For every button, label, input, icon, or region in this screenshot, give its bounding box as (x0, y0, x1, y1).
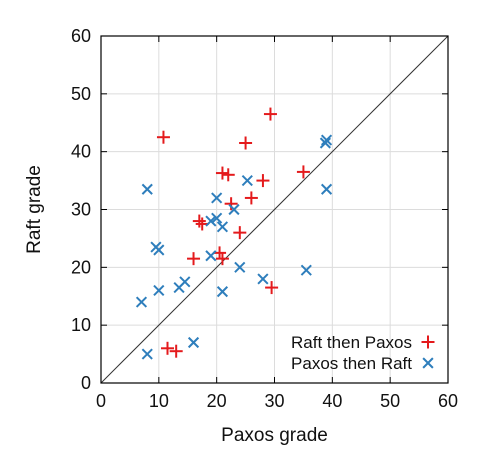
x-tick-label: 50 (380, 391, 400, 411)
data-point-series-2 (320, 183, 333, 195)
data-point-series-1 (265, 281, 279, 295)
data-point-series-1 (161, 341, 175, 355)
data-point-series-2 (257, 273, 269, 285)
data-point-series-1 (192, 214, 206, 228)
data-point-series-2 (141, 183, 153, 195)
data-point-series-1 (263, 107, 277, 121)
data-point-series-2 (205, 215, 217, 227)
data-point-series-1 (169, 344, 183, 358)
data-point-series-1 (187, 252, 201, 266)
data-point-series-1 (296, 165, 310, 179)
y-tick-label: 60 (71, 26, 91, 46)
y-tick-label: 50 (71, 84, 91, 104)
y-tick-label: 0 (81, 373, 91, 393)
data-point-series-1 (221, 168, 235, 182)
data-point-series-1 (156, 130, 170, 144)
data-point-series-2 (241, 175, 253, 187)
y-tick-label: 20 (71, 257, 91, 277)
legend-marker-1 (421, 335, 435, 349)
data-point-series-2 (216, 286, 229, 298)
tick-layer: 0 10 20 30 40 50 60 0 10 20 30 40 50 60 (71, 26, 458, 411)
legend: Raft then Paxos Paxos then Raft (291, 333, 435, 373)
data-point-series-2 (228, 203, 240, 216)
data-point-series-1 (233, 226, 247, 240)
data-point-series-1 (215, 166, 229, 180)
x-tick-label: 0 (96, 391, 106, 411)
legend-label-2: Paxos then Raft (291, 354, 412, 373)
data-point-series-1 (244, 191, 258, 205)
data-point-series-2 (141, 348, 153, 360)
data-point-series-1 (195, 217, 209, 231)
data-point-series-2 (153, 284, 165, 297)
data-point-series-2 (187, 336, 200, 349)
data-point-series-1 (224, 197, 238, 211)
data-point-series-1 (215, 252, 229, 266)
x-tick-label: 30 (264, 391, 284, 411)
data-point-series-2 (211, 192, 223, 204)
x-tick-label: 40 (322, 391, 342, 411)
data-point-series-2 (234, 261, 246, 273)
data-point-series-2 (320, 134, 333, 146)
y-axis-title: Raft grade (24, 165, 45, 254)
data-point-series-2 (205, 250, 217, 262)
x-tick-label: 60 (438, 391, 458, 411)
y-tick-label: 40 (71, 142, 91, 162)
data-point-series-2 (319, 137, 331, 149)
x-axis-title: Paxos grade (221, 425, 328, 446)
data-point-series-2 (216, 221, 229, 233)
y-tick-label: 30 (71, 200, 91, 220)
point-layer (135, 107, 333, 360)
data-point-series-1 (256, 174, 270, 188)
legend-label-1: Raft then Paxos (291, 333, 412, 352)
data-point-series-2 (211, 212, 223, 224)
data-point-series-2 (300, 264, 312, 276)
legend-marker-2 (422, 357, 434, 369)
diagonal-reference-line (100, 35, 449, 384)
data-point-series-2 (173, 281, 185, 294)
data-point-series-1 (239, 136, 253, 150)
data-point-series-2 (135, 296, 148, 308)
x-tick-label: 10 (149, 391, 169, 411)
y-tick-label: 10 (71, 315, 91, 335)
x-tick-label: 20 (207, 391, 227, 411)
data-point-series-2 (153, 244, 165, 256)
data-point-series-1 (213, 246, 227, 260)
reference-line-layer (100, 35, 449, 384)
